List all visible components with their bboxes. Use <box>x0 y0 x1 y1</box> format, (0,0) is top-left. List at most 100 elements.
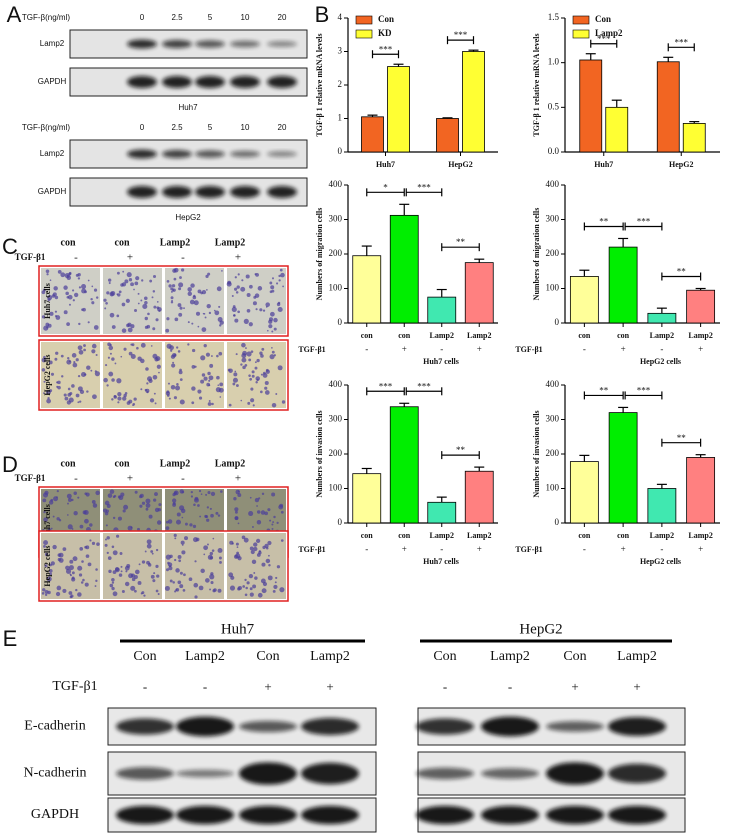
stained-cell <box>229 585 236 591</box>
cell-line-label: HepG2 <box>519 621 562 637</box>
stained-cell <box>153 498 157 502</box>
sig-label: ** <box>599 385 609 395</box>
stained-cell <box>202 312 205 315</box>
stained-cell <box>128 351 133 356</box>
stained-cell <box>187 343 190 346</box>
micrograph <box>165 533 224 599</box>
stained-cell <box>251 374 255 378</box>
stained-cell <box>87 279 90 282</box>
stained-cell <box>79 400 82 403</box>
lane-label: Con <box>133 649 156 664</box>
stained-cell <box>179 306 183 310</box>
stained-cell <box>141 560 146 564</box>
stained-cell <box>244 578 247 582</box>
stained-cell <box>48 360 53 365</box>
stained-cell <box>158 309 161 312</box>
stained-cell <box>181 490 185 494</box>
stained-cell <box>47 396 50 400</box>
stained-cell <box>157 593 160 596</box>
stained-cell <box>54 357 58 361</box>
stained-cell <box>191 386 196 391</box>
stained-cell <box>109 352 112 355</box>
stained-cell <box>172 288 176 292</box>
stained-cell <box>58 519 62 522</box>
stained-cell <box>154 492 158 497</box>
blot-band <box>230 186 260 198</box>
stained-cell <box>47 590 51 595</box>
stained-cell <box>249 546 254 551</box>
stained-cell <box>85 554 90 558</box>
stained-cell <box>73 361 76 364</box>
treatment-sign: + <box>402 344 407 354</box>
stained-cell <box>169 579 173 583</box>
stained-cell <box>254 576 258 580</box>
stained-cell <box>71 384 75 388</box>
stained-cell <box>256 520 262 525</box>
dose-label: 10 <box>241 13 250 22</box>
stained-cell <box>50 372 55 376</box>
stained-cell <box>42 392 45 394</box>
blot-band <box>267 76 297 88</box>
stained-cell <box>42 498 47 503</box>
stained-cell <box>154 402 157 405</box>
stained-cell <box>267 540 272 546</box>
stained-cell <box>236 546 239 548</box>
stained-cell <box>93 325 99 330</box>
stained-cell <box>144 300 148 305</box>
stained-cell <box>139 493 144 498</box>
stained-cell <box>179 378 183 382</box>
stained-cell <box>206 303 211 309</box>
stained-cell <box>200 379 205 384</box>
stained-cell <box>174 558 177 562</box>
stained-cell <box>272 521 275 524</box>
stained-cell <box>203 343 207 348</box>
stained-cell <box>213 588 217 592</box>
stained-cell <box>190 495 194 498</box>
micrograph <box>227 268 286 334</box>
stained-cell <box>140 299 143 302</box>
stained-cell <box>256 505 258 507</box>
x-tick-label: con <box>398 331 411 340</box>
y-tick-label: 0 <box>338 146 343 156</box>
stained-cell <box>42 492 49 498</box>
sig-label: * <box>383 182 388 192</box>
stained-cell <box>82 510 87 515</box>
bar <box>569 276 599 324</box>
treatment-sign: - <box>203 679 207 694</box>
row-label: Lamp2 <box>40 39 65 48</box>
stained-cell <box>221 270 223 272</box>
stained-cell <box>176 346 179 349</box>
stained-cell <box>155 589 159 593</box>
stained-cell <box>130 585 136 591</box>
stained-cell <box>134 490 138 494</box>
sig-label: ** <box>599 217 609 227</box>
stained-cell <box>197 389 202 394</box>
row-label: HepG2 cells <box>43 545 52 586</box>
lane-label: Con <box>563 649 586 664</box>
stained-cell <box>92 503 98 508</box>
bar <box>569 461 599 524</box>
stained-cell <box>190 283 195 288</box>
lane-label: con <box>61 237 76 248</box>
blot-band <box>546 805 604 825</box>
stained-cell <box>152 353 158 359</box>
stained-cell <box>269 281 273 285</box>
y-tick-label: 2 <box>338 79 343 89</box>
stained-cell <box>219 324 222 327</box>
stained-cell <box>236 285 240 289</box>
stained-cell <box>113 395 118 399</box>
stained-cell <box>194 365 197 368</box>
stained-cell <box>66 295 70 299</box>
y-tick-label: 400 <box>329 379 343 389</box>
bar <box>464 262 494 324</box>
stained-cell <box>126 401 131 405</box>
stained-cell <box>65 568 72 574</box>
stained-cell <box>130 343 133 346</box>
stained-cell <box>198 396 203 400</box>
lane-label: Con <box>256 649 279 664</box>
stained-cell <box>78 322 81 326</box>
stained-cell <box>153 392 156 395</box>
stained-cell <box>56 496 58 499</box>
stained-cell <box>234 507 239 512</box>
stained-cell <box>271 523 274 526</box>
